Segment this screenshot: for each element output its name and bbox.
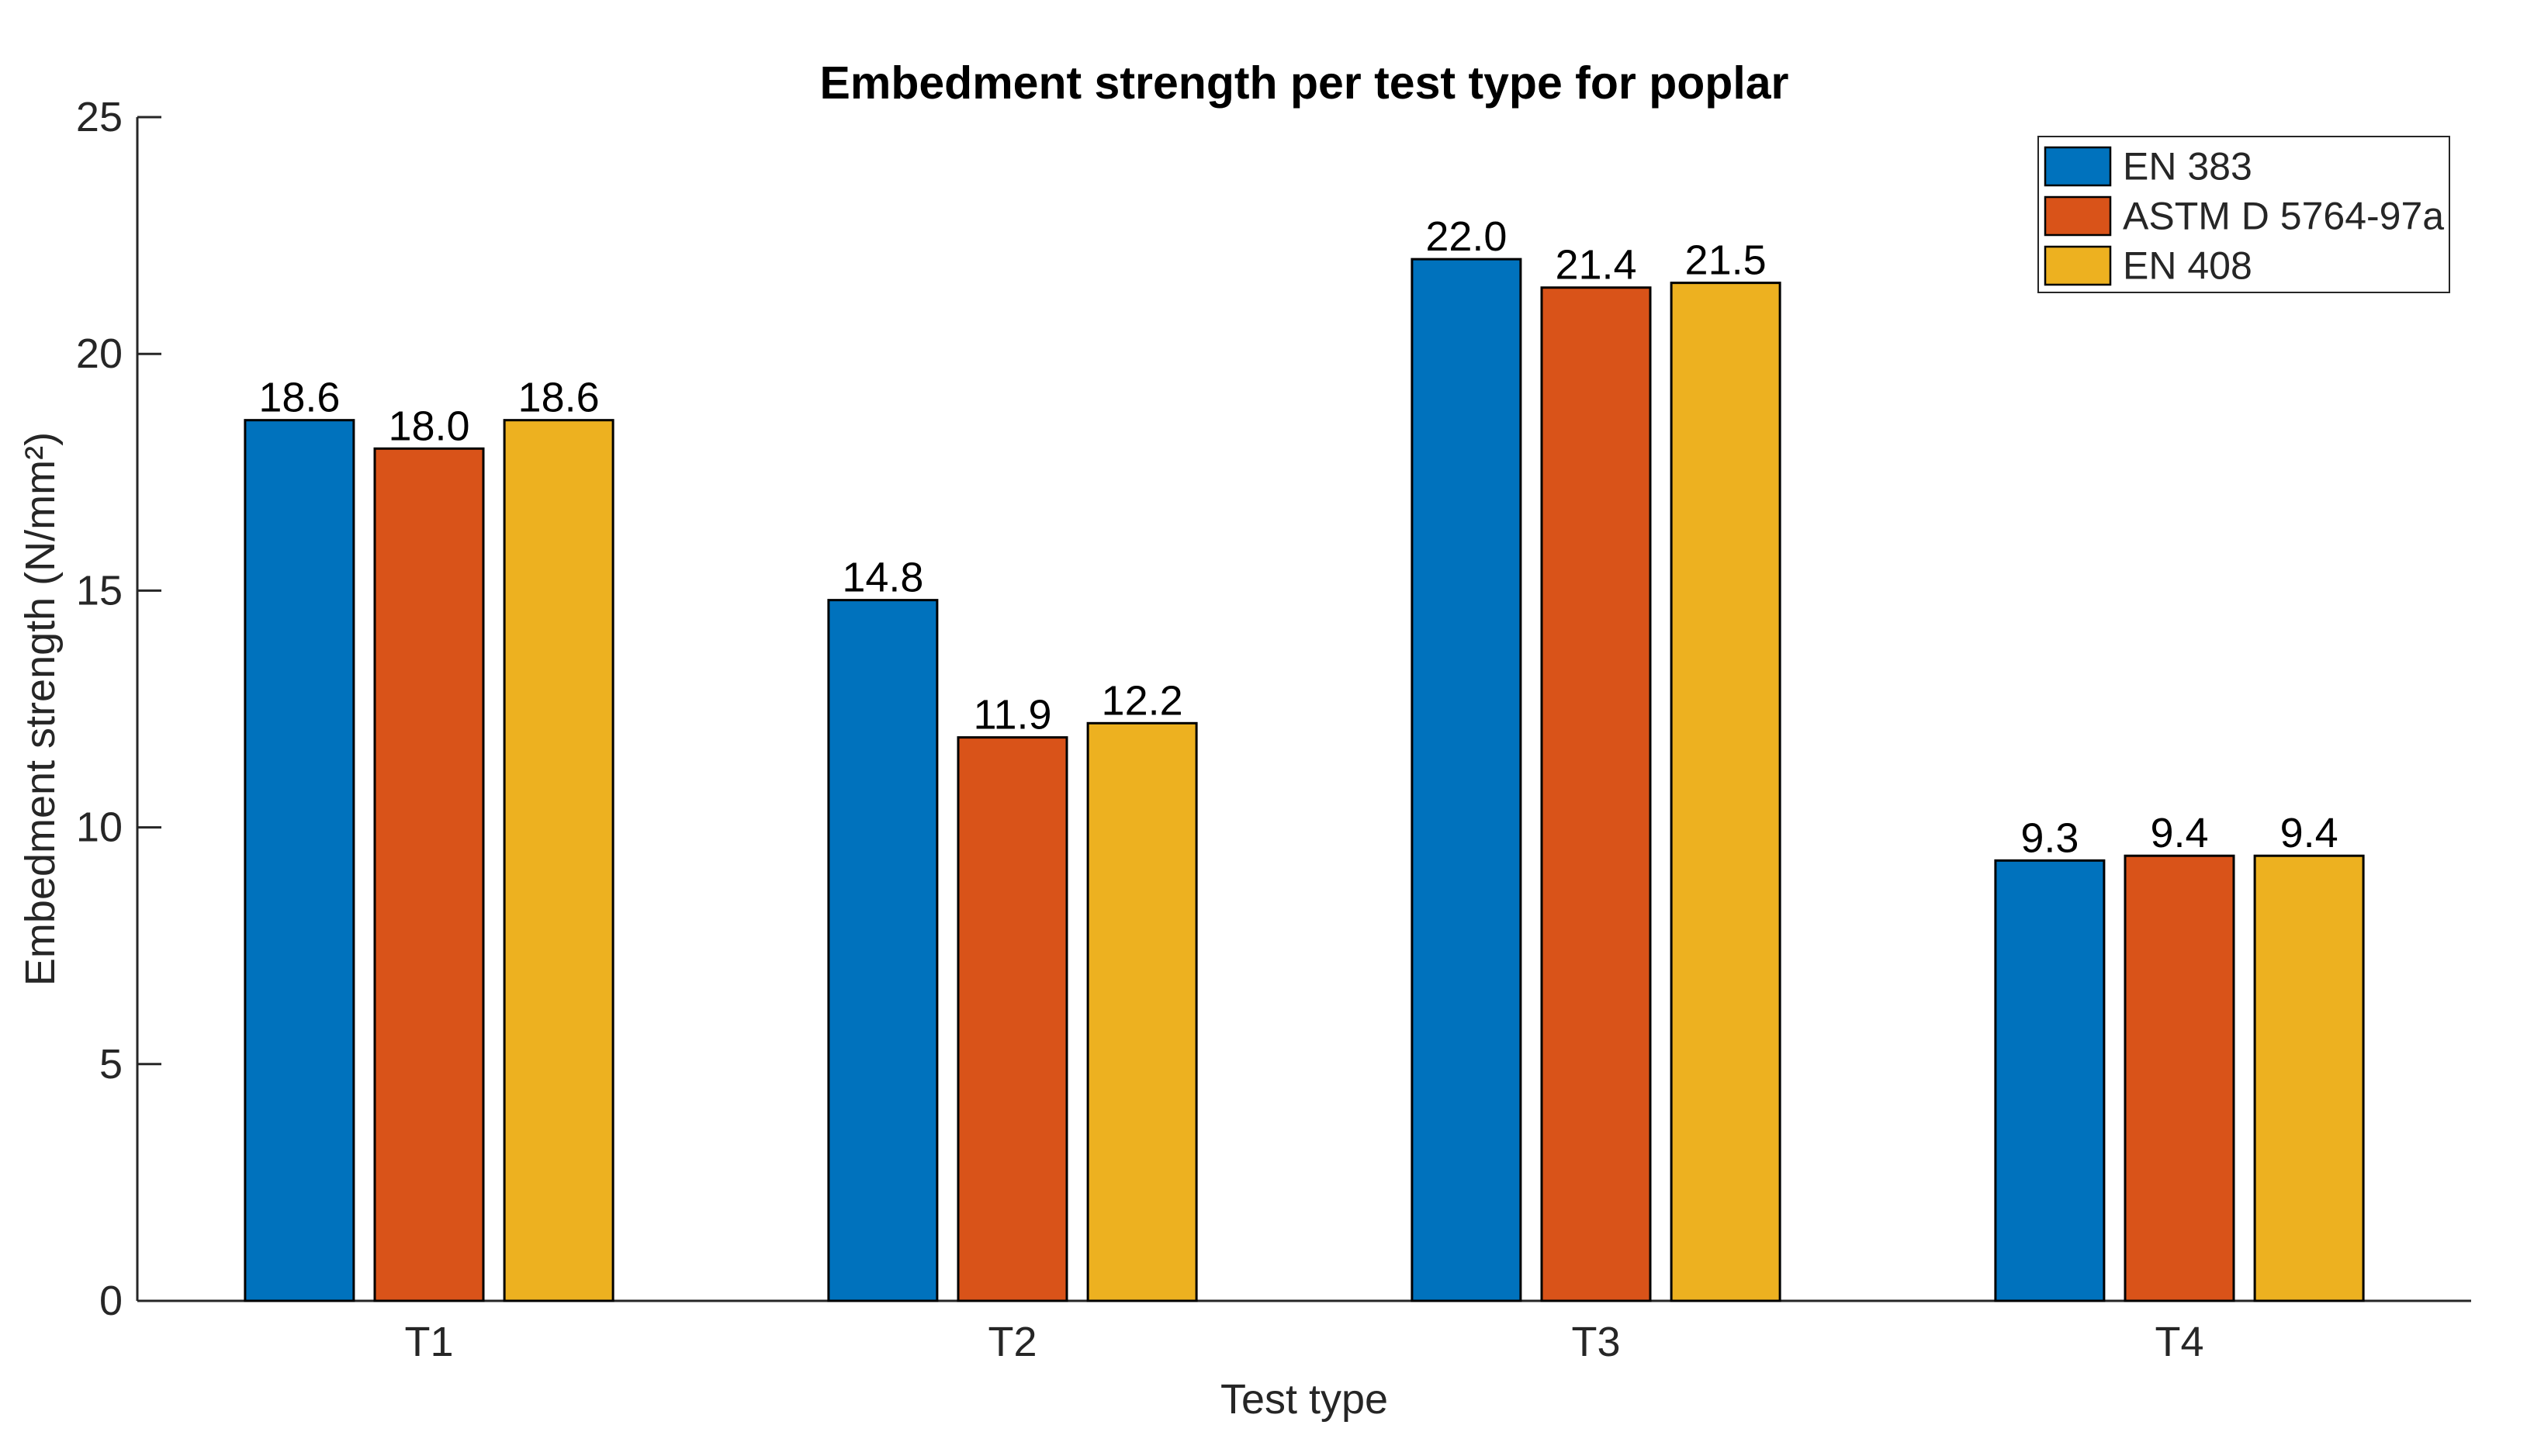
legend-swatch-2 (2044, 195, 2112, 237)
bar-t4-series-3 (2253, 854, 2365, 1302)
bar-value-label: 11.9 (973, 692, 1051, 738)
bar-t3-series-3 (1670, 282, 1781, 1302)
legend-label-2: ASTM D 5764-97a (2123, 195, 2444, 238)
bar-value-label: 18.0 (388, 403, 469, 449)
bar-value-label: 14.8 (842, 555, 923, 601)
y-tick-label: 5 (99, 1041, 123, 1088)
bar-t4-series-2 (2124, 854, 2235, 1302)
y-tick-label: 15 (76, 567, 123, 614)
bars (244, 258, 2365, 1302)
y-tick-label: 20 (76, 330, 123, 377)
y-axis-label: Embedment strength (N/mm²) (17, 432, 64, 986)
bar-value-label: 9.4 (2150, 810, 2208, 856)
x-axis-label: Test type (1220, 1376, 1388, 1423)
bar-t1-series-1 (244, 419, 355, 1302)
value-labels: 18.6 14.8 22.0 9.3 18.0 11.9 21.4 9.4 18.6 12.2 21… (258, 213, 2338, 861)
bar-value-label: 22.0 (1425, 213, 1507, 260)
bar-t2-series-1 (827, 599, 939, 1302)
bar-t2-series-2 (957, 736, 1068, 1302)
chart-title: Embedment strength per test type for pop… (820, 57, 1789, 109)
legend-label-1: EN 383 (2123, 145, 2252, 188)
legend-swatch-3 (2044, 245, 2112, 286)
bar-t1-series-2 (373, 447, 485, 1302)
bar-value-label: 18.6 (518, 375, 600, 421)
x-tick-label: T2 (988, 1319, 1037, 1365)
x-tick-label: T1 (404, 1319, 453, 1365)
bar-value-label: 21.4 (1555, 242, 1636, 289)
bar-value-label: 18.6 (258, 375, 340, 421)
bar-value-label: 21.5 (1685, 237, 1767, 284)
y-tick-label: 25 (76, 94, 123, 140)
bar-value-label: 12.2 (1102, 677, 1183, 724)
bar-t1-series-3 (503, 419, 614, 1302)
bar-t4-series-1 (1994, 859, 2106, 1302)
bar-value-label: 9.4 (2280, 810, 2338, 856)
bar-value-label: 9.3 (2020, 814, 2079, 861)
y-tick-label: 10 (76, 804, 123, 851)
legend: EN 383 ASTM D 5764-97a EN 408 (2037, 136, 2450, 293)
bar-t3-series-1 (1411, 258, 1522, 1302)
bar-t3-series-2 (1540, 286, 1652, 1302)
legend-swatch-1 (2044, 146, 2112, 187)
bar-t2-series-3 (1086, 721, 1198, 1302)
x-tick-label: T3 (1571, 1319, 1620, 1365)
legend-label-3: EN 408 (2123, 244, 2252, 288)
y-tick-label: 0 (99, 1278, 123, 1324)
x-tick-label: T4 (2155, 1319, 2203, 1365)
